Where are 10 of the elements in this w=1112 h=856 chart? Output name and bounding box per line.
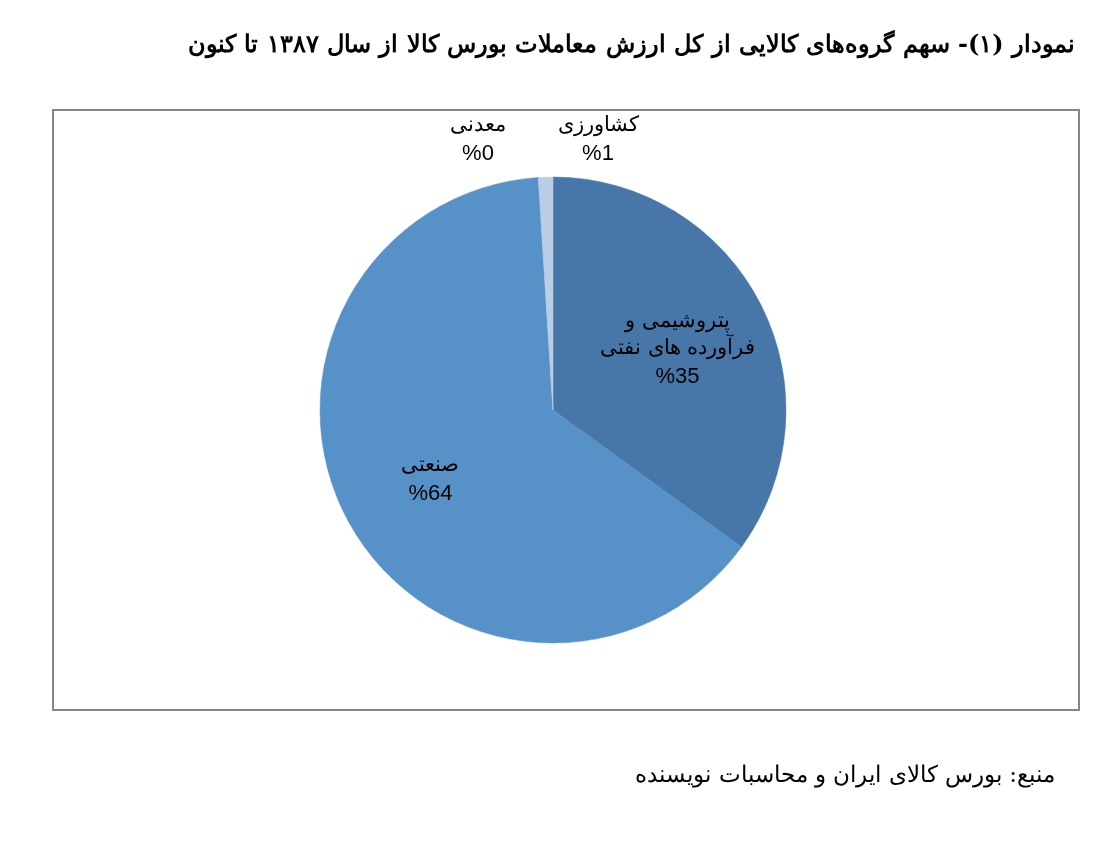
data-label: %35	[655, 362, 700, 388]
data-label: %64	[408, 479, 453, 505]
text: %0	[462, 139, 494, 165]
chart-title: نمودار (۱)- سهم گروه‌های کالایی از کل ارزش معاملات بورس کالا از سال ۱۳۸۷ تا کنون	[187, 29, 1075, 59]
slice-label: کشاورزی	[557, 111, 639, 137]
text: منبع: بورس کالای ایران و محاسبات نویسنده	[635, 761, 1055, 788]
slice-label: پتروشیمی و فرآورده های نفتی	[599, 307, 756, 360]
data-label: %1	[582, 139, 614, 165]
slice-label: صنعتی	[401, 451, 460, 476]
category-label: معدنی	[450, 111, 506, 136]
